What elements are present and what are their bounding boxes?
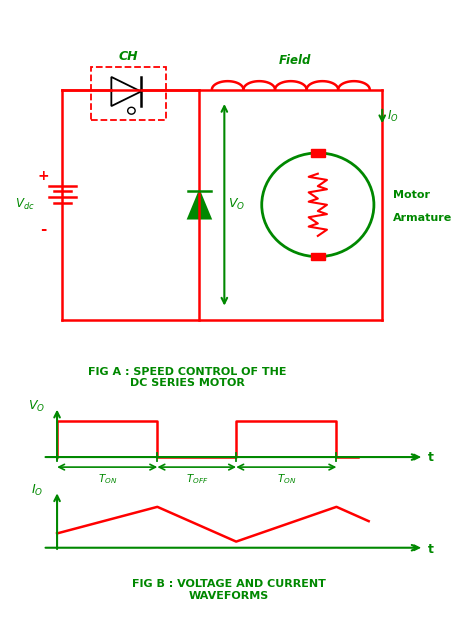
Text: Armature: Armature (393, 213, 452, 223)
Text: $T_{OFF}$: $T_{OFF}$ (186, 472, 208, 486)
Text: $V_O$: $V_O$ (28, 399, 46, 414)
Text: $T_{ON}$: $T_{ON}$ (276, 472, 296, 486)
Text: FIG B : VOLTAGE AND CURRENT
WAVEFORMS: FIG B : VOLTAGE AND CURRENT WAVEFORMS (132, 579, 325, 601)
Text: -: - (40, 222, 47, 237)
Text: $V_{dc}$: $V_{dc}$ (15, 197, 35, 212)
Text: Field: Field (279, 54, 311, 67)
Text: t: t (428, 543, 434, 556)
Bar (91, 67, 166, 120)
Text: +: + (38, 169, 49, 183)
Text: CH: CH (119, 51, 138, 63)
Text: t: t (428, 451, 434, 463)
Text: FIG A : SPEED CONTROL OF THE
DC SERIES MOTOR: FIG A : SPEED CONTROL OF THE DC SERIES M… (88, 367, 286, 388)
Text: $I_O$: $I_O$ (31, 483, 43, 498)
Text: $I_O$: $I_O$ (387, 109, 399, 124)
Bar (311, 253, 325, 260)
Bar (311, 149, 325, 157)
Polygon shape (188, 191, 211, 219)
Text: $V_O$: $V_O$ (228, 197, 245, 212)
Text: Motor: Motor (393, 190, 430, 200)
Text: $T_{ON}$: $T_{ON}$ (97, 472, 117, 486)
